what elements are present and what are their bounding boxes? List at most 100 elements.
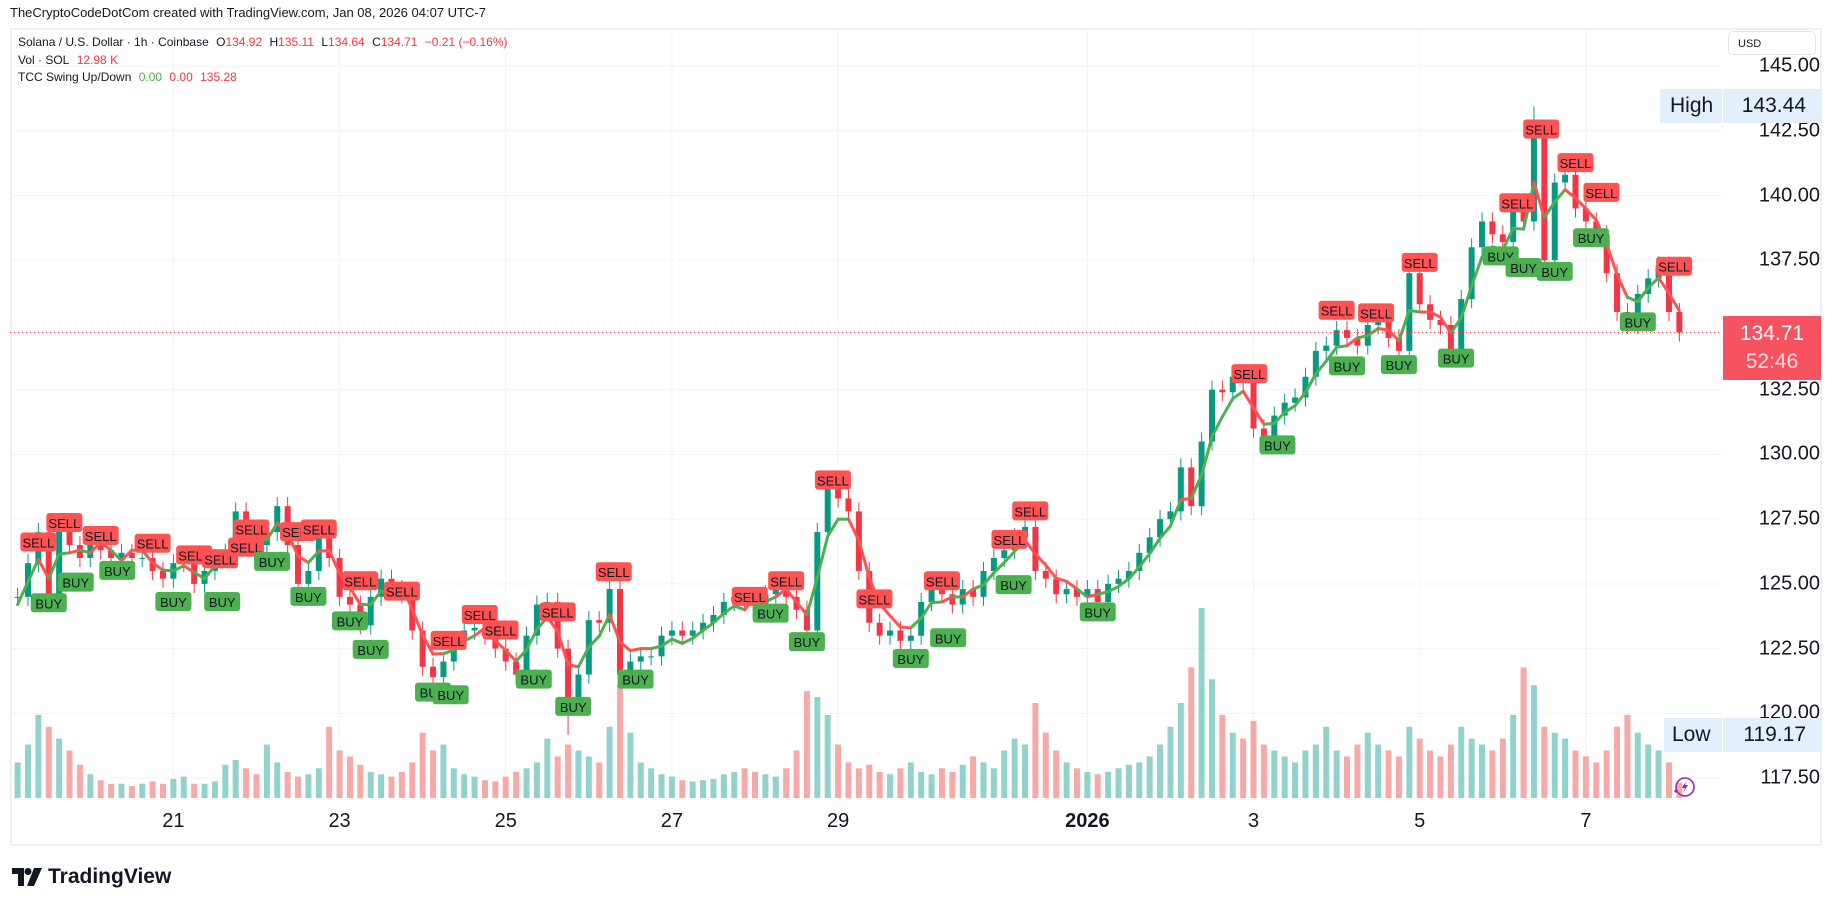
buy-signal[interactable]: BUY [788,632,825,652]
sell-signal[interactable]: SELL [430,630,467,650]
buy-signal[interactable]: BUY [930,628,967,648]
sell-signal[interactable]: SELL [1499,193,1536,213]
sell-signal[interactable]: SELL [539,602,576,622]
buy-signal[interactable]: BUY [30,593,67,613]
legend-volume-row[interactable]: Vol · SOL 12.98 K [18,52,512,70]
candle-body [1614,273,1621,313]
sell-signal-bg [856,589,893,609]
candle-body [1551,182,1558,261]
candle-body [720,602,727,615]
buy-signal[interactable]: BUY [515,669,552,689]
swing-segment [151,561,165,572]
sell-signal[interactable]: SELL [1012,501,1049,521]
sell-signal-text: SELL [1658,260,1690,275]
sell-signal[interactable]: SELL [1358,303,1395,323]
sell-signal-text: SELL [926,574,958,589]
sell-signal[interactable]: SELL [1583,182,1620,202]
sell-signal[interactable]: SELL [731,586,768,606]
sell-signal[interactable]: SELL [1231,364,1268,384]
candle-body [783,589,790,597]
buy-signal[interactable]: BUY [1536,261,1573,281]
sell-signal[interactable]: SELL [300,519,337,539]
swing-segment [1563,188,1577,200]
volume-bar [440,744,447,798]
sell-signal[interactable]: SELL [342,571,379,591]
buy-signal[interactable]: BUY [1505,258,1542,278]
buy-signal[interactable]: BUY [432,685,469,705]
sell-signal[interactable]: SELL [1557,153,1594,173]
price-tick: 140.00 [1758,184,1820,206]
sell-signal[interactable]: SELL [1318,300,1355,320]
sell-signal[interactable]: SELL [1523,119,1560,139]
volume-value: 12.98 K [76,52,119,67]
swing-segment [1148,536,1162,556]
buy-signal[interactable]: BUY [617,669,654,689]
sell-signal[interactable]: SELL [20,532,57,552]
sell-signal[interactable]: SELL [482,620,519,640]
volume-bar [1354,744,1361,798]
buy-signal[interactable]: BUY [555,696,592,716]
sell-signal[interactable]: SELL [923,571,960,591]
sell-signal-bg [814,470,851,490]
sell-signal[interactable]: SELL [228,537,265,557]
buy-signal[interactable]: BUY [57,572,94,592]
sell-signal[interactable]: SELL [233,519,270,539]
buy-signal[interactable]: BUY [1573,228,1610,248]
swing-segment [774,587,788,599]
sell-signal-text: SELL [770,574,802,589]
volume-bar [1073,768,1080,798]
sell-signal-bg [1358,303,1395,323]
volume-bar [1427,750,1434,798]
buy-signal[interactable]: BUY [254,551,291,571]
sell-signal[interactable]: SELL [46,513,83,533]
sell-signal[interactable]: SELL [134,533,171,553]
buy-signal[interactable]: BUY [331,611,368,631]
buy-signal[interactable]: BUY [892,648,929,668]
sell-signal[interactable]: SELL [82,525,119,545]
buy-signal[interactable]: BUY [1619,312,1656,332]
buy-signal-text: BUY [160,595,187,610]
swing-segment [1553,188,1567,204]
sell-signal[interactable]: SELL [1656,256,1693,276]
buy-signal[interactable]: BUY [290,586,327,606]
legend-indicator-row[interactable]: TCC Swing Up/Down 0.00 0.00 135.28 [18,69,512,87]
buy-signal[interactable]: BUY [204,592,241,612]
legend-symbol-row[interactable]: Solana / U.S. Dollar · 1h · Coinbase O13… [18,34,512,52]
sell-signal[interactable]: SELL [991,529,1028,549]
sell-signal-bg [1012,501,1049,521]
swing-segment [525,627,539,652]
time-tick: 25 [494,810,517,832]
candle-body [1634,293,1641,325]
time-tick: 27 [660,810,684,832]
sell-signal[interactable]: SELL [595,562,632,582]
candle-body [1665,265,1672,313]
currency-button[interactable]: USD [1728,31,1816,55]
sell-signal[interactable]: SELL [856,589,893,609]
symbol-label: Solana / U.S. Dollar · 1h · Coinbase [18,35,209,49]
sell-signal[interactable]: SELL [1401,252,1438,272]
sell-signal-text: SELL [542,605,574,620]
buy-signal[interactable]: BUY [1329,356,1366,376]
lightning-icon[interactable] [1672,775,1696,799]
tradingview-logo[interactable]: TradingView [12,865,171,889]
sell-signal[interactable]: SELL [814,470,851,490]
buy-signal[interactable]: BUY [99,560,136,580]
buy-signal[interactable]: BUY [1380,355,1417,375]
buy-signal[interactable]: BUY [1079,602,1116,622]
sell-signal[interactable]: SELL [461,604,498,624]
volume-bar [544,738,551,798]
swing-segment [1438,315,1453,335]
sell-signal[interactable]: SELL [768,571,805,591]
swing-segment [1085,592,1100,599]
buy-signal[interactable]: BUY [1259,435,1296,455]
buy-signal[interactable]: BUY [752,603,789,623]
swing-segment [587,634,601,649]
buy-signal[interactable]: BUY [352,639,389,659]
buy-signal[interactable]: BUY [995,575,1032,595]
volume-bar [1375,744,1382,798]
buy-signal[interactable]: BUY [155,592,192,612]
sell-signal[interactable]: SELL [383,581,420,601]
buy-signal[interactable]: BUY [1438,348,1475,368]
swing-segment [327,548,342,575]
